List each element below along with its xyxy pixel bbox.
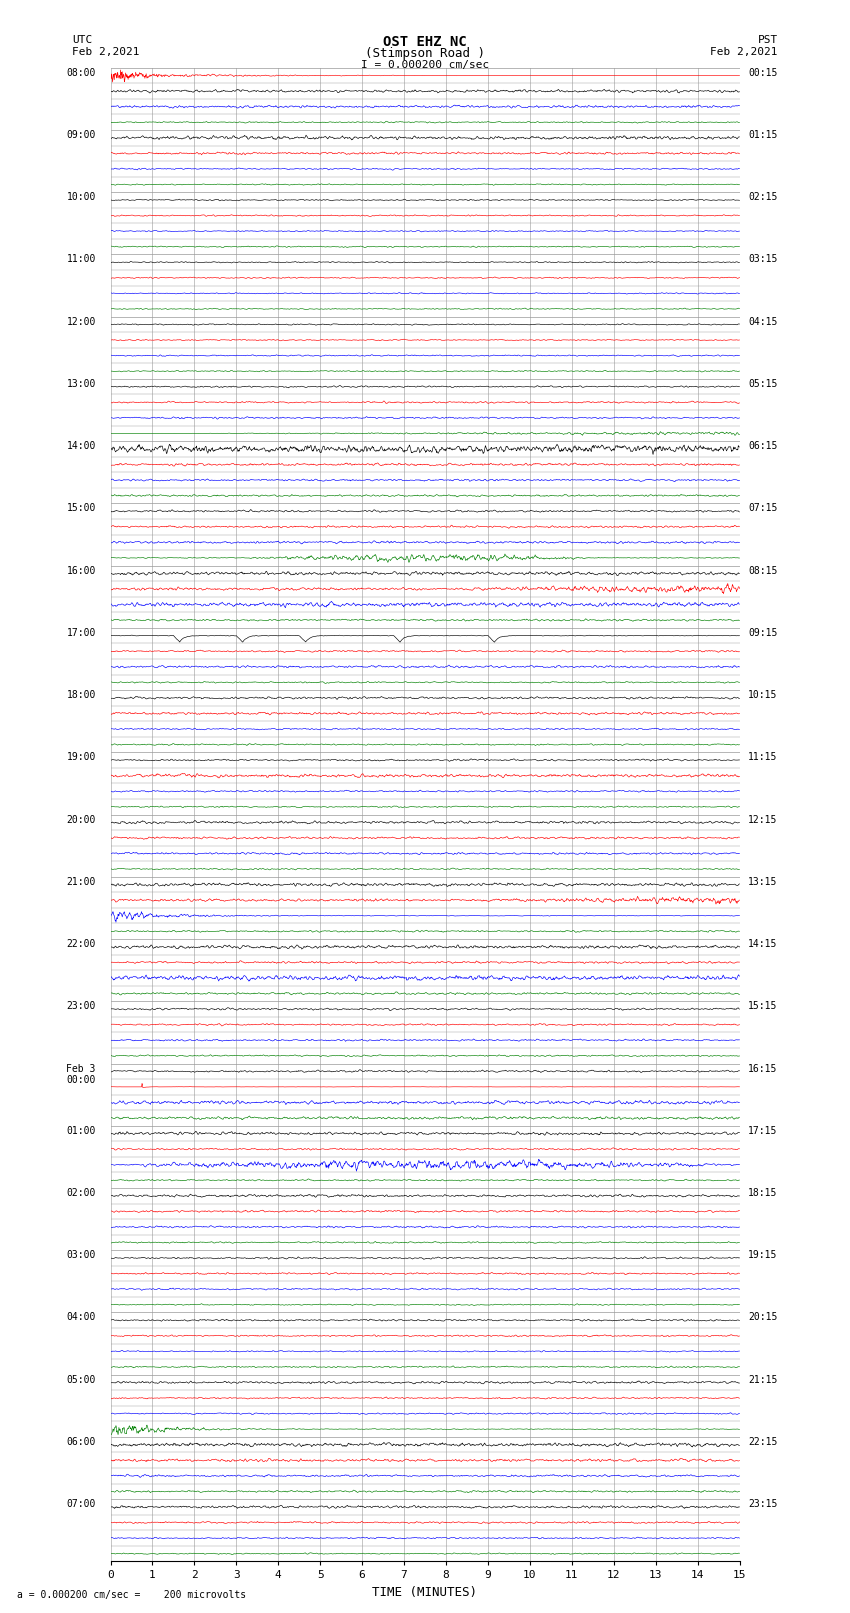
Text: 23:00: 23:00 xyxy=(66,1002,96,1011)
Text: 21:00: 21:00 xyxy=(66,877,96,887)
Text: 09:15: 09:15 xyxy=(748,627,777,637)
Text: 22:15: 22:15 xyxy=(748,1437,777,1447)
Text: 10:00: 10:00 xyxy=(66,192,96,202)
Text: OST EHZ NC: OST EHZ NC xyxy=(383,35,467,50)
Text: UTC: UTC xyxy=(72,35,93,45)
Text: a = 0.000200 cm/sec =    200 microvolts: a = 0.000200 cm/sec = 200 microvolts xyxy=(17,1590,246,1600)
Text: 16:15: 16:15 xyxy=(748,1063,777,1074)
X-axis label: TIME (MINUTES): TIME (MINUTES) xyxy=(372,1586,478,1598)
Text: Feb 2,2021: Feb 2,2021 xyxy=(711,47,778,56)
Text: 20:15: 20:15 xyxy=(748,1313,777,1323)
Text: 18:00: 18:00 xyxy=(66,690,96,700)
Text: 10:15: 10:15 xyxy=(748,690,777,700)
Text: 08:15: 08:15 xyxy=(748,566,777,576)
Text: 13:15: 13:15 xyxy=(748,877,777,887)
Text: 06:00: 06:00 xyxy=(66,1437,96,1447)
Text: 19:00: 19:00 xyxy=(66,752,96,763)
Text: 20:00: 20:00 xyxy=(66,815,96,824)
Text: 04:15: 04:15 xyxy=(748,316,777,327)
Text: 17:00: 17:00 xyxy=(66,627,96,637)
Text: 05:00: 05:00 xyxy=(66,1374,96,1384)
Text: 13:00: 13:00 xyxy=(66,379,96,389)
Text: 01:00: 01:00 xyxy=(66,1126,96,1136)
Text: 08:00: 08:00 xyxy=(66,68,96,77)
Text: 16:00: 16:00 xyxy=(66,566,96,576)
Text: 01:15: 01:15 xyxy=(748,131,777,140)
Text: 07:00: 07:00 xyxy=(66,1498,96,1510)
Text: 15:00: 15:00 xyxy=(66,503,96,513)
Text: Feb 3
00:00: Feb 3 00:00 xyxy=(66,1063,96,1086)
Text: 18:15: 18:15 xyxy=(748,1187,777,1198)
Text: 17:15: 17:15 xyxy=(748,1126,777,1136)
Text: 02:15: 02:15 xyxy=(748,192,777,202)
Text: 23:15: 23:15 xyxy=(748,1498,777,1510)
Text: 22:00: 22:00 xyxy=(66,939,96,948)
Text: 03:15: 03:15 xyxy=(748,255,777,265)
Text: 02:00: 02:00 xyxy=(66,1187,96,1198)
Text: 12:15: 12:15 xyxy=(748,815,777,824)
Text: 14:00: 14:00 xyxy=(66,442,96,452)
Text: 07:15: 07:15 xyxy=(748,503,777,513)
Text: 19:15: 19:15 xyxy=(748,1250,777,1260)
Text: 12:00: 12:00 xyxy=(66,316,96,327)
Text: 11:15: 11:15 xyxy=(748,752,777,763)
Text: 21:15: 21:15 xyxy=(748,1374,777,1384)
Text: 00:15: 00:15 xyxy=(748,68,777,77)
Text: 15:15: 15:15 xyxy=(748,1002,777,1011)
Text: Feb 2,2021: Feb 2,2021 xyxy=(72,47,139,56)
Text: 05:15: 05:15 xyxy=(748,379,777,389)
Text: 04:00: 04:00 xyxy=(66,1313,96,1323)
Text: 09:00: 09:00 xyxy=(66,131,96,140)
Text: 03:00: 03:00 xyxy=(66,1250,96,1260)
Text: 14:15: 14:15 xyxy=(748,939,777,948)
Text: 06:15: 06:15 xyxy=(748,442,777,452)
Text: PST: PST xyxy=(757,35,778,45)
Text: I = 0.000200 cm/sec: I = 0.000200 cm/sec xyxy=(361,60,489,69)
Text: (Stimpson Road ): (Stimpson Road ) xyxy=(365,47,485,60)
Text: 11:00: 11:00 xyxy=(66,255,96,265)
